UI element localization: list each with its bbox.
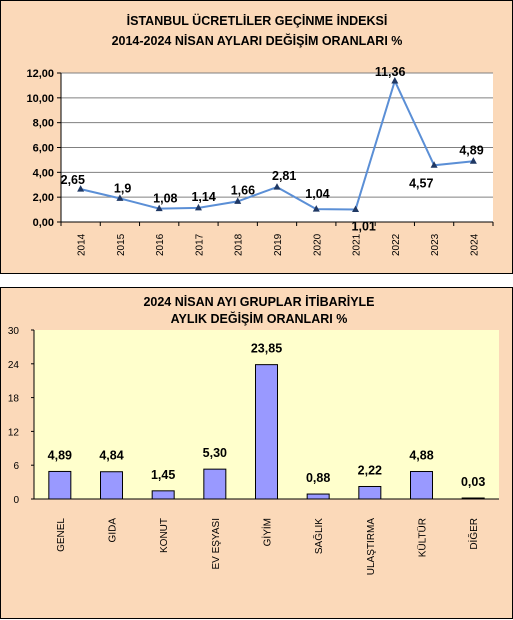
data-point [273,183,281,190]
data-point [194,203,202,211]
y-tick-label: 18 [8,394,20,405]
category-label: EV EŞYASI [211,518,222,570]
line-chart: İSTANBUL ÜCRETLİLER GEÇİNME İNDEKSİ 2014… [26,13,494,256]
bar [461,497,485,500]
y-tick-label: 8,00 [33,118,54,130]
x-tick-label: 2021 [352,233,363,256]
data-label: 5,30 [203,446,227,460]
data-label: 1,9 [114,181,131,195]
data-label: 4,57 [409,176,433,190]
data-label: 2,65 [61,173,85,187]
data-label: 4,89 [459,143,483,157]
data-label: 1,08 [153,192,177,206]
y-tick-label: 6 [13,461,19,472]
chart-subtitle: 2014-2024 NİSAN AYLARI DEĞİŞİM ORANLARI … [112,33,403,48]
bar [100,471,123,500]
bar [358,485,382,500]
data-label: 0,03 [461,475,485,489]
data-point [234,197,242,204]
x-tick-label: 2024 [469,233,480,256]
data-label: 4,84 [99,449,123,463]
data-point [469,157,477,164]
y-tick-label: 12 [8,427,20,438]
chart-panel-groups: 2024 NİSAN AYI GRUPLAR İTİBARİYLE AYLIK … [0,287,513,619]
data-label: 0,88 [306,471,330,485]
data-point [352,205,360,212]
x-tick-label: 2015 [116,233,127,256]
category-label: GENEL [56,518,67,552]
x-tick-label: 2022 [391,233,402,256]
chart-subtitle: AYLIK DEĞİŞİM ORANLARI % [171,311,348,326]
x-tick-label: 2016 [155,233,166,256]
x-tick-label: 2020 [312,233,323,256]
data-point [116,194,124,201]
bar [151,490,175,500]
bar [255,364,278,500]
category-label: ULAŞTIRMA [366,518,377,576]
data-label: 1,01 [352,219,376,233]
data-label: 1,45 [151,468,175,482]
bar [306,493,330,500]
data-label: 2,81 [272,169,296,183]
data-label: 4,88 [409,449,433,463]
y-tick-label: 2,00 [33,192,54,204]
bar [48,470,72,500]
chart-panel-annual: İSTANBUL ÜCRETLİLER GEÇİNME İNDEKSİ 2014… [0,0,513,274]
data-label: 11,36 [375,65,406,79]
y-tick-label: 6,00 [33,143,54,155]
x-tick-label: 2019 [273,233,284,256]
category-label: SAĞLIK [312,518,325,554]
y-tick-label: 4,00 [33,167,54,179]
category-label: KÜLTÜR [417,518,429,557]
bar [410,471,433,500]
category-label: KONUT [159,518,170,553]
y-tick-label: 0,00 [33,217,54,229]
data-point [312,205,320,212]
data-point [391,76,399,84]
data-point [77,185,85,192]
bar [203,468,227,500]
data-label: 1,14 [191,190,215,204]
data-label: 1,66 [231,183,255,197]
chart-title: 2024 NİSAN AYI GRUPLAR İTİBARİYLE [143,294,374,309]
category-label: GİYİM [261,518,274,546]
data-label: 2,22 [358,463,382,477]
data-label: 23,85 [251,342,282,356]
y-tick-label: 10,00 [26,93,54,105]
y-tick-label: 12,00 [26,68,54,80]
data-label: 1,04 [305,187,329,201]
x-tick-label: 2018 [234,233,245,256]
x-tick-label: 2014 [77,233,88,256]
data-point [430,161,438,168]
bar-chart: 2024 NİSAN AYI GRUPLAR İTİBARİYLE AYLIK … [8,294,499,576]
category-label: DİĞER [467,518,480,550]
y-tick-label: 30 [8,326,20,337]
x-tick-label: 2017 [194,233,205,256]
y-tick-label: 24 [8,360,20,371]
x-tick-label: 2023 [430,233,441,256]
chart-title: İSTANBUL ÜCRETLİLER GEÇİNME İNDEKSİ [127,13,388,28]
data-label: 4,89 [48,448,72,462]
category-label: GIDA [108,518,119,543]
y-tick-label: 0 [13,495,19,506]
data-point [155,204,163,212]
